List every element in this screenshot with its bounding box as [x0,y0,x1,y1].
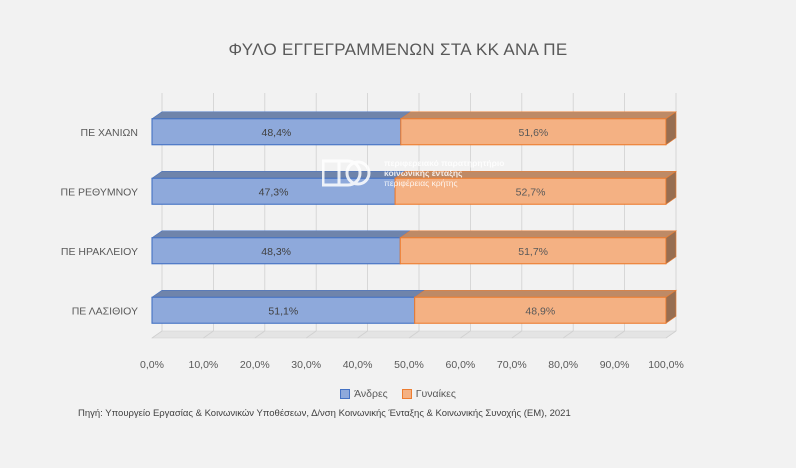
legend-item-men: Άνδρες [340,388,388,400]
gridline-depth [151,330,163,339]
watermark-line2: κοινωνικής ένταξης [384,168,463,178]
legend-label-men: Άνδρες [354,388,388,400]
data-label: 51,7% [518,246,548,258]
gridline-depth [562,330,574,339]
bar-women [400,118,667,146]
x-tick-label: 70,0% [497,359,527,371]
gridline-depth [408,330,420,339]
bar-men [151,237,401,265]
legend-item-women: Γυναίκες [401,388,456,400]
observatory-logo-icon [322,159,371,187]
legend-swatch-men [340,389,351,399]
data-label: 48,3% [261,246,291,258]
source-note: Πηγή: Υπουργείο Εργασίας & Κοινωνικών Υπ… [78,408,571,419]
legend-label-women: Γυναίκες [415,388,456,400]
data-label: 51,6% [518,127,548,139]
legend: Άνδρες Γυναίκες [0,388,796,400]
watermark-line1: περιφερειακό παρατηρητήριο [384,158,505,168]
x-tick-label: 10,0% [189,359,219,371]
bar-end-face [665,111,677,146]
gridline-depth [357,330,368,339]
legend-swatch-women [401,389,412,399]
bar-end-face [665,230,677,265]
data-label: 52,7% [516,186,546,198]
watermark-text: περιφερειακό παρατηρητήριο κοινωνικής έν… [384,158,504,188]
bar-top-face [151,230,412,239]
bar-top-face [399,230,677,239]
gridline-depth [203,330,214,339]
category-label: ΠΕ ΛΑΣΙΘΙΟΥ [72,305,138,317]
x-tick-label: 30,0% [291,359,321,371]
bar-top-face [413,289,677,298]
category-label: ΠΕ ΗΡΑΚΛΕΙΟΥ [61,246,138,258]
watermark: περιφερειακό παρατηρητήριο κοινωνικής έν… [322,158,504,188]
chart-title: ΦΥΛΟ ΕΓΓΕΓΡΑΜΜΕΝΩΝ ΣΤΑ ΚΚ ΑΝΑ ΠΕ [228,40,568,59]
bar-end-face [665,289,677,324]
data-label: 47,3% [259,186,289,198]
bar-men [151,118,402,146]
gridline-depth [614,330,625,339]
x-tick-label: 100,0% [648,359,684,371]
data-label: 48,9% [525,305,555,317]
gridline-depth [511,330,523,339]
data-label: 48,4% [261,127,291,139]
bar-end-face [665,170,677,205]
x-tick-label: 90,0% [600,359,630,371]
x-tick-label: 60,0% [446,359,476,371]
category-label: ΠΕ ΧΑΝΙΩΝ [81,127,138,139]
x-tick-label: 50,0% [394,359,424,371]
x-tick-label: 20,0% [240,359,270,371]
gridline-depth [460,330,471,339]
bar-top-face [151,289,426,298]
gridline-depth [665,330,677,339]
bar-women [414,296,667,324]
x-tick-label: 80,0% [548,359,578,371]
bar-top-face [151,111,412,120]
watermark-line3: περιφέρειας κρήτης [384,178,458,188]
data-label: 51,1% [268,305,298,317]
x-tick-label: 0,0% [140,359,164,371]
bar-men [151,296,416,324]
bar-top-face [399,111,677,120]
x-tick-label: 40,0% [343,359,373,371]
bar-women [394,177,667,205]
category-label: ΠΕ ΡΕΘΥΜΝΟΥ [60,186,138,198]
gridline-depth [305,330,317,339]
gridline-depth [254,330,266,339]
